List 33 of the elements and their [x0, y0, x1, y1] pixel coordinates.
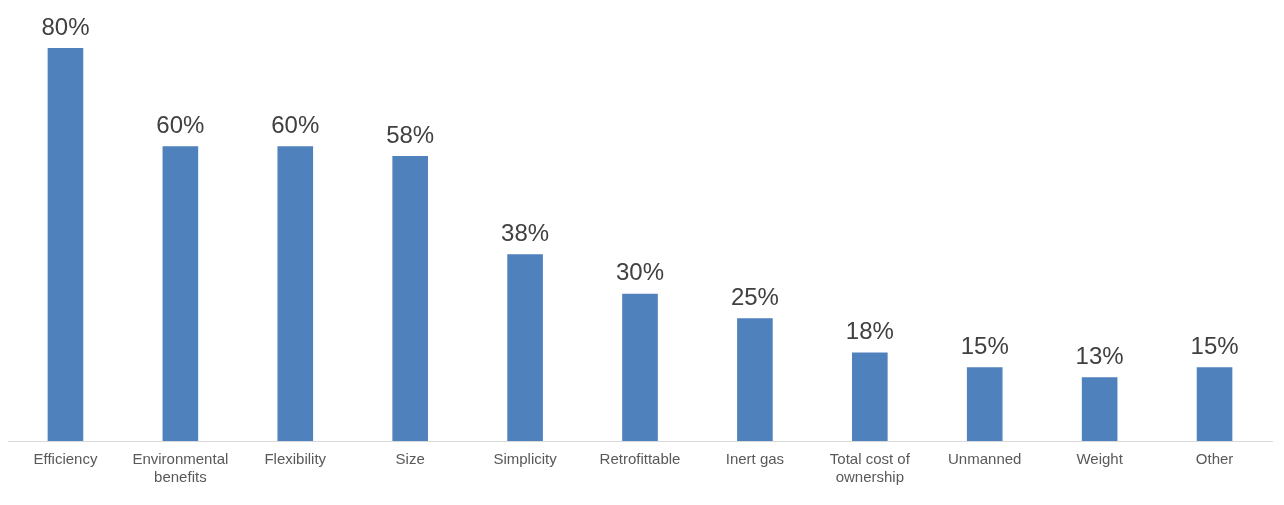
bar	[737, 318, 773, 441]
x-tick-label: Total cost of ownership	[829, 450, 911, 486]
data-label: 60%	[156, 110, 205, 138]
bar	[47, 48, 84, 441]
bar	[277, 146, 314, 441]
x-tick-label: Environmental benefits	[132, 450, 229, 486]
bar	[622, 293, 658, 441]
x-tick-label: Weight	[1076, 450, 1124, 468]
data-label: 30%	[615, 258, 665, 286]
x-tick-label: Unmanned	[948, 450, 1022, 468]
x-tick-label: Flexibility	[264, 450, 327, 468]
data-label: 60%	[271, 110, 320, 138]
data-label: 58%	[386, 120, 435, 148]
data-label: 38%	[501, 218, 550, 246]
data-label: 80%	[41, 12, 90, 40]
data-label: 18%	[845, 317, 894, 345]
bar	[162, 146, 199, 441]
data-label: 13%	[1075, 341, 1124, 369]
bar	[507, 254, 543, 441]
bar	[966, 367, 1003, 441]
bar	[1196, 367, 1233, 441]
x-tick-label: Efficiency	[33, 450, 98, 468]
data-label: 15%	[960, 331, 1009, 359]
x-tick-label: Retrofittable	[599, 450, 681, 468]
x-tick-label: Size	[395, 450, 425, 468]
data-label: 15%	[1190, 331, 1239, 359]
bar	[392, 156, 428, 441]
x-tick-label: Other	[1195, 450, 1234, 468]
x-tick-label: Inert gas	[725, 450, 785, 468]
bar	[1081, 377, 1118, 441]
x-tick-label: Simplicity	[493, 450, 558, 468]
data-label: 25%	[730, 282, 779, 310]
bar	[852, 352, 888, 441]
